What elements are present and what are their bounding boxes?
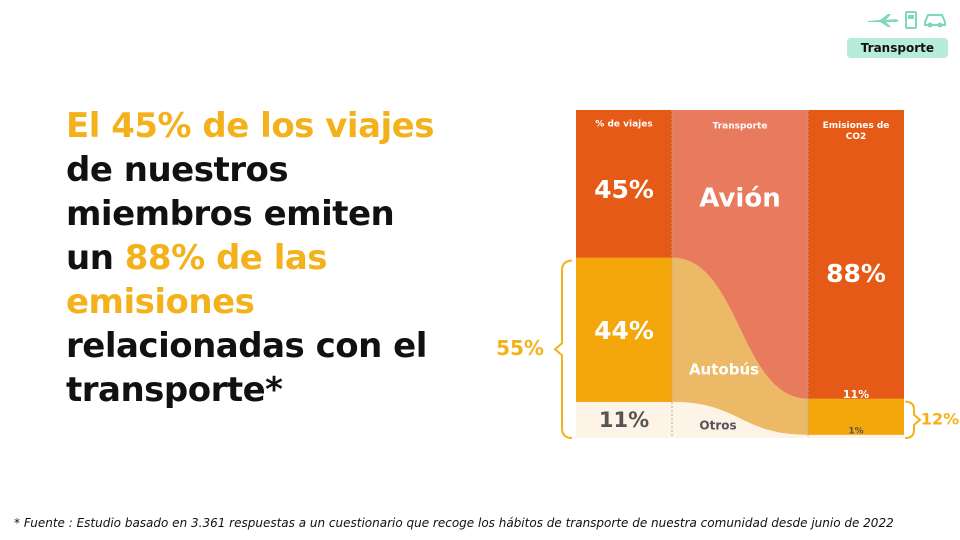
headline: El 45% de los viajes de nuestros miembro… [66, 104, 466, 412]
data-label-trips: 45% [594, 175, 654, 204]
category-label: Otros [699, 419, 736, 433]
headline-line: El 45% de los viajes [66, 106, 434, 146]
column-header: Transporte [713, 122, 768, 132]
airplane-icon [868, 14, 899, 27]
headline-line: miembros emiten [66, 194, 395, 234]
bar-avion-emissions [808, 110, 904, 399]
data-label-trips: 11% [599, 408, 649, 432]
bracket-label-left: 55% [496, 336, 544, 360]
headline-text: un [66, 238, 125, 278]
bracket-label-right: 12% [921, 409, 959, 428]
transport-icons [866, 10, 948, 30]
car-icon [924, 14, 946, 28]
data-label-emissions: 1% [848, 427, 863, 437]
bar-autobus-trips [576, 257, 672, 402]
section-tag: Transporte [846, 38, 948, 58]
category-label: Autobús [689, 361, 759, 379]
column-header: % de viajes [595, 120, 652, 130]
headline-line: emisiones [66, 282, 255, 322]
headline-line: transporte* [66, 370, 283, 410]
bracket-right [904, 400, 922, 439]
data-label-emissions: 11% [843, 388, 869, 401]
section-header: Transporte [838, 10, 948, 60]
headline-line: relacionadas con el [66, 326, 427, 366]
bar-autobus-emissions [808, 398, 904, 435]
fuel-pump-icon [905, 11, 917, 29]
data-label-emissions: 88% [826, 259, 886, 288]
headline-line: un 88% de las [66, 236, 466, 280]
bar-avion-trips [576, 110, 672, 258]
footnote: * Fuente : Estudio basado en 3.361 respu… [14, 516, 894, 530]
headline-line: de nuestros [66, 150, 289, 190]
bracket-left [553, 259, 573, 439]
data-label-trips: 44% [594, 316, 654, 345]
headline-highlight: 88% de las [124, 238, 328, 278]
category-label: Avión [699, 184, 780, 214]
column-header: Emisiones de CO2 [823, 121, 890, 142]
